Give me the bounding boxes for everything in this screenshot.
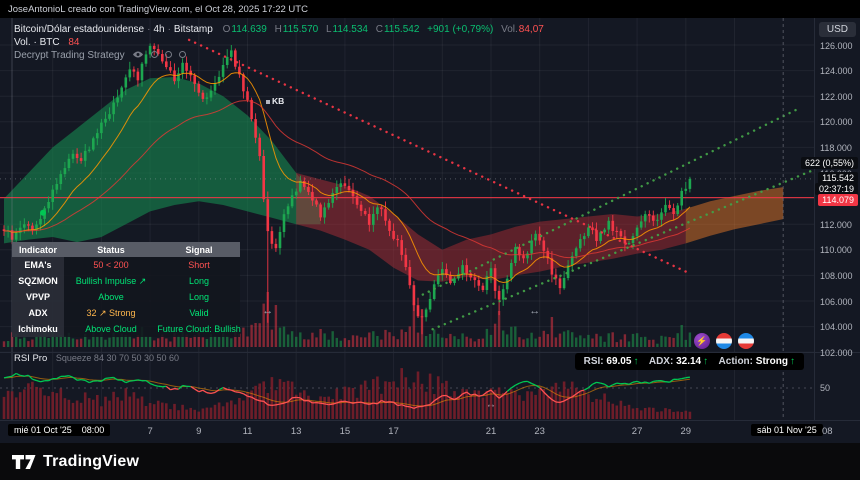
time-tick-label: 9 — [196, 426, 202, 437]
price-change: +901 (+0,79%) — [427, 24, 494, 35]
ohlc-low: L114.534 — [325, 24, 368, 35]
rsi-pane-title: RSI Pro — [14, 353, 48, 364]
time-tick-label: 13 — [290, 426, 302, 437]
up-arrow-icon: ↑ — [790, 356, 795, 367]
kb-marker-icon — [266, 100, 270, 104]
footer-bar: TradingView — [0, 443, 860, 480]
up-arrow-icon: ↑ — [633, 356, 639, 367]
indicator-table-header: Indicator Status Signal — [12, 242, 240, 257]
volume-legend-row[interactable]: Vol. · BTC 84 — [14, 37, 80, 48]
time-tick-label: 23 — [534, 426, 545, 437]
indicator-row-emas: EMA's 50 < 200 Short — [12, 257, 240, 273]
symbol-title: Bitcoin/Dólar estadounidense — [14, 24, 145, 35]
interval-label: 4h — [153, 24, 165, 35]
status-dot-icon — [151, 51, 159, 58]
rsi-scale-label: 50 — [820, 383, 831, 393]
time-scale[interactable]: mié 01 Oct '25 08:00 7 9 11 13 15 17 21 23 27 29 s… — [0, 420, 860, 444]
currency-toggle-button[interactable]: USD — [818, 22, 856, 37]
ohlc-close: C115.542 — [375, 24, 420, 35]
status-dot-icon — [164, 51, 172, 58]
tradingview-logo-text[interactable]: TradingView — [43, 452, 140, 470]
time-tick-label: 29 — [680, 426, 692, 437]
time-tick-label: 21 — [485, 426, 497, 437]
tradingview-logo-icon[interactable] — [12, 454, 36, 469]
lightning-icon[interactable]: ⚡ — [694, 333, 710, 349]
rsi-pane-legend[interactable]: RSI Pro Squeeze 84 30 70 50 30 50 60 — [14, 353, 179, 364]
rsi-pane-params: Squeeze 84 30 70 50 30 50 60 — [55, 353, 180, 363]
time-tick-label: 17 — [388, 426, 399, 437]
time-tick-label: 11 — [242, 426, 253, 437]
indicator-row-vpvp: VPVP Above Long — [12, 289, 240, 305]
time-tick-label: 7 — [147, 426, 153, 437]
indicator-status-table: Indicator Status Signal EMA's 50 < 200 S… — [12, 242, 241, 337]
attribution-text: JoseAntonioL creado con TradingView.com,… — [8, 3, 308, 15]
kb-marker-label[interactable]: KB — [266, 96, 284, 106]
ohlc-high: H115.570 — [274, 24, 319, 35]
chart-legend: Bitcoin/Dólar estadounidense · 4h · Bitstamp… — [14, 23, 544, 62]
svg-text:↔: ↔ — [529, 305, 540, 317]
indicator-row-sqzmon: SQZMON Bullish Impulse ↗ Long — [12, 273, 240, 289]
up-arrow-icon: ↑ — [703, 356, 709, 367]
time-tick-label: 08 — [822, 426, 833, 437]
range-end-badge: sáb 01 Nov '25 — [751, 424, 823, 436]
time-tick-label: 27 — [631, 426, 643, 437]
time-tick-label: 15 — [339, 426, 351, 437]
visibility-eye-icon[interactable] — [132, 50, 144, 59]
flag-icon-red[interactable] — [716, 333, 732, 349]
svg-text:↔: ↔ — [262, 305, 273, 317]
bar-countdown-badge: 02:37:19 — [814, 183, 858, 195]
last-price-badge: 115.542 — [818, 172, 858, 184]
price-line-badge: 114.079 — [818, 194, 858, 206]
rsi-adx-action-badge: RSI: 69.05 ↑ ADX: 32.14 ↑ Action: Strong ↑ — [574, 353, 804, 370]
indicator-row-adx: ADX 32 ↗ Strong Valid — [12, 305, 240, 321]
pl-badge: 622 (0,55%) — [800, 157, 858, 169]
strategy-title: Decrypt Trading Strategy — [14, 50, 125, 61]
flag-icon-blue[interactable] — [738, 333, 754, 349]
exchange-label: Bitstamp — [173, 24, 213, 35]
attribution-bar: JoseAntonioL creado con TradingView.com,… — [0, 0, 860, 18]
candlestick-chart-canvas[interactable]: ↔↔↔ — [0, 0, 860, 443]
strategy-icon-row: ⚡ — [694, 333, 754, 349]
strategy-legend-row[interactable]: Decrypt Trading Strategy — [14, 49, 544, 62]
status-dot-icon — [178, 51, 186, 58]
volume-value: Vol.84,07 — [501, 24, 544, 35]
symbol-legend-row[interactable]: Bitcoin/Dólar estadounidense · 4h · Bitstamp… — [14, 24, 544, 35]
range-start-badge: mié 01 Oct '25 08:00 — [8, 424, 111, 436]
indicator-row-ichimoku: Ichimoku Above Cloud Future Cloud: Bulli… — [12, 321, 241, 337]
ohlc-open: O114.639 — [222, 24, 267, 35]
